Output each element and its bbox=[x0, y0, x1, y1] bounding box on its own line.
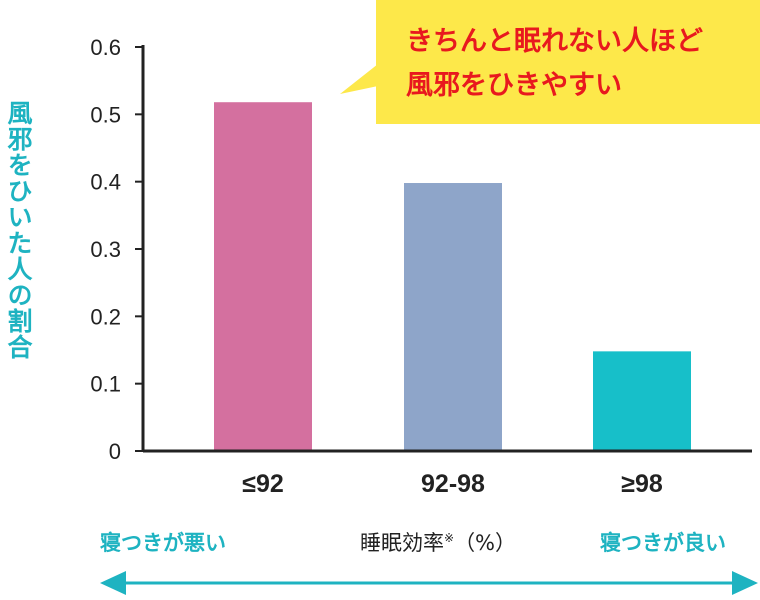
y-axis-label: 風邪をひいた人の割合 bbox=[4, 100, 33, 360]
annotation-line-1: きちんと眠れない人ほど bbox=[406, 26, 703, 57]
arrow-head-left bbox=[100, 571, 126, 595]
caption-poor-sleep: 寝つきが悪い bbox=[100, 531, 226, 555]
annotation-bubble: きちんと眠れない人ほど 風邪をひきやすい bbox=[376, 0, 760, 124]
y-tick-label: 0.4 bbox=[90, 170, 121, 195]
y-tick-label: 0.5 bbox=[90, 102, 121, 127]
y-tick-label: 0.2 bbox=[90, 304, 121, 329]
bar-2 bbox=[404, 183, 502, 451]
x-axis-label: 睡眠効率※（%） bbox=[360, 527, 516, 557]
annotation-line-2: 風邪をひきやすい bbox=[406, 70, 622, 101]
caption-good-sleep: 寝つきが良い bbox=[600, 531, 726, 555]
y-tick-label: 0.3 bbox=[90, 237, 121, 262]
arrow-head-right bbox=[732, 571, 758, 595]
annotation-text: きちんと眠れない人ほど 風邪をひきやすい bbox=[406, 20, 756, 108]
annotation-bubble-tail bbox=[340, 64, 378, 94]
y-tick-label: 0.6 bbox=[90, 35, 121, 60]
x-axis-title: 睡眠効率 bbox=[360, 531, 444, 555]
bar-3 bbox=[593, 351, 691, 451]
x-axis-note-mark: ※ bbox=[444, 531, 455, 545]
x-tick-label: 92-98 bbox=[421, 470, 485, 498]
x-tick-label: ≤92 bbox=[242, 470, 284, 498]
y-tick-label: 0.1 bbox=[90, 372, 121, 397]
x-tick-label: ≥98 bbox=[621, 470, 663, 498]
y-tick-label: 0 bbox=[109, 439, 121, 464]
x-axis-unit: （%） bbox=[454, 531, 517, 555]
bar-1 bbox=[214, 102, 312, 452]
